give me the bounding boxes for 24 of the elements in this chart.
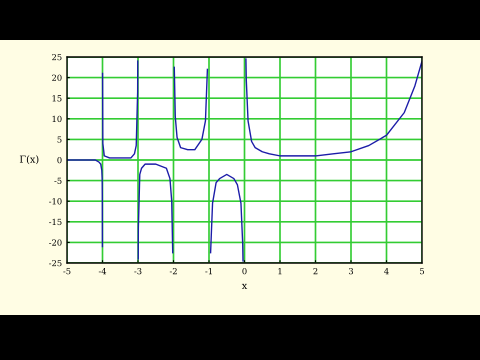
x-tick-label: -2 [170,268,177,274]
x-axis-title: x [242,284,248,289]
x-tick-label: 1 [278,268,282,274]
x-tick-label: 5 [420,268,424,274]
x-tick-label: -5 [63,268,70,274]
y-tick-label: -10 [49,198,62,204]
y-tick-label: 15 [52,95,62,102]
x-tick-label: 4 [384,268,389,274]
y-tick-label: 20 [52,74,62,81]
x-tick-label: 0 [242,268,247,274]
x-tick-label: -4 [98,268,106,274]
x-tick-label: -1 [205,268,212,274]
y-tick-label: -5 [54,178,62,184]
y-tick-label: 0 [57,156,62,164]
y-tick-label: 10 [52,116,62,122]
y-tick-label: -15 [49,218,62,226]
y-tick-label: 25 [52,54,62,60]
y-tick-label: -25 [49,260,62,266]
y-axis-title: Γ(x) [20,155,38,164]
x-tick-label: -3 [134,268,142,274]
x-tick-label: 2 [313,268,318,274]
y-tick-label: 5 [58,136,62,143]
y-tick-label: -20 [49,239,62,246]
x-tick-label: 3 [348,268,354,274]
